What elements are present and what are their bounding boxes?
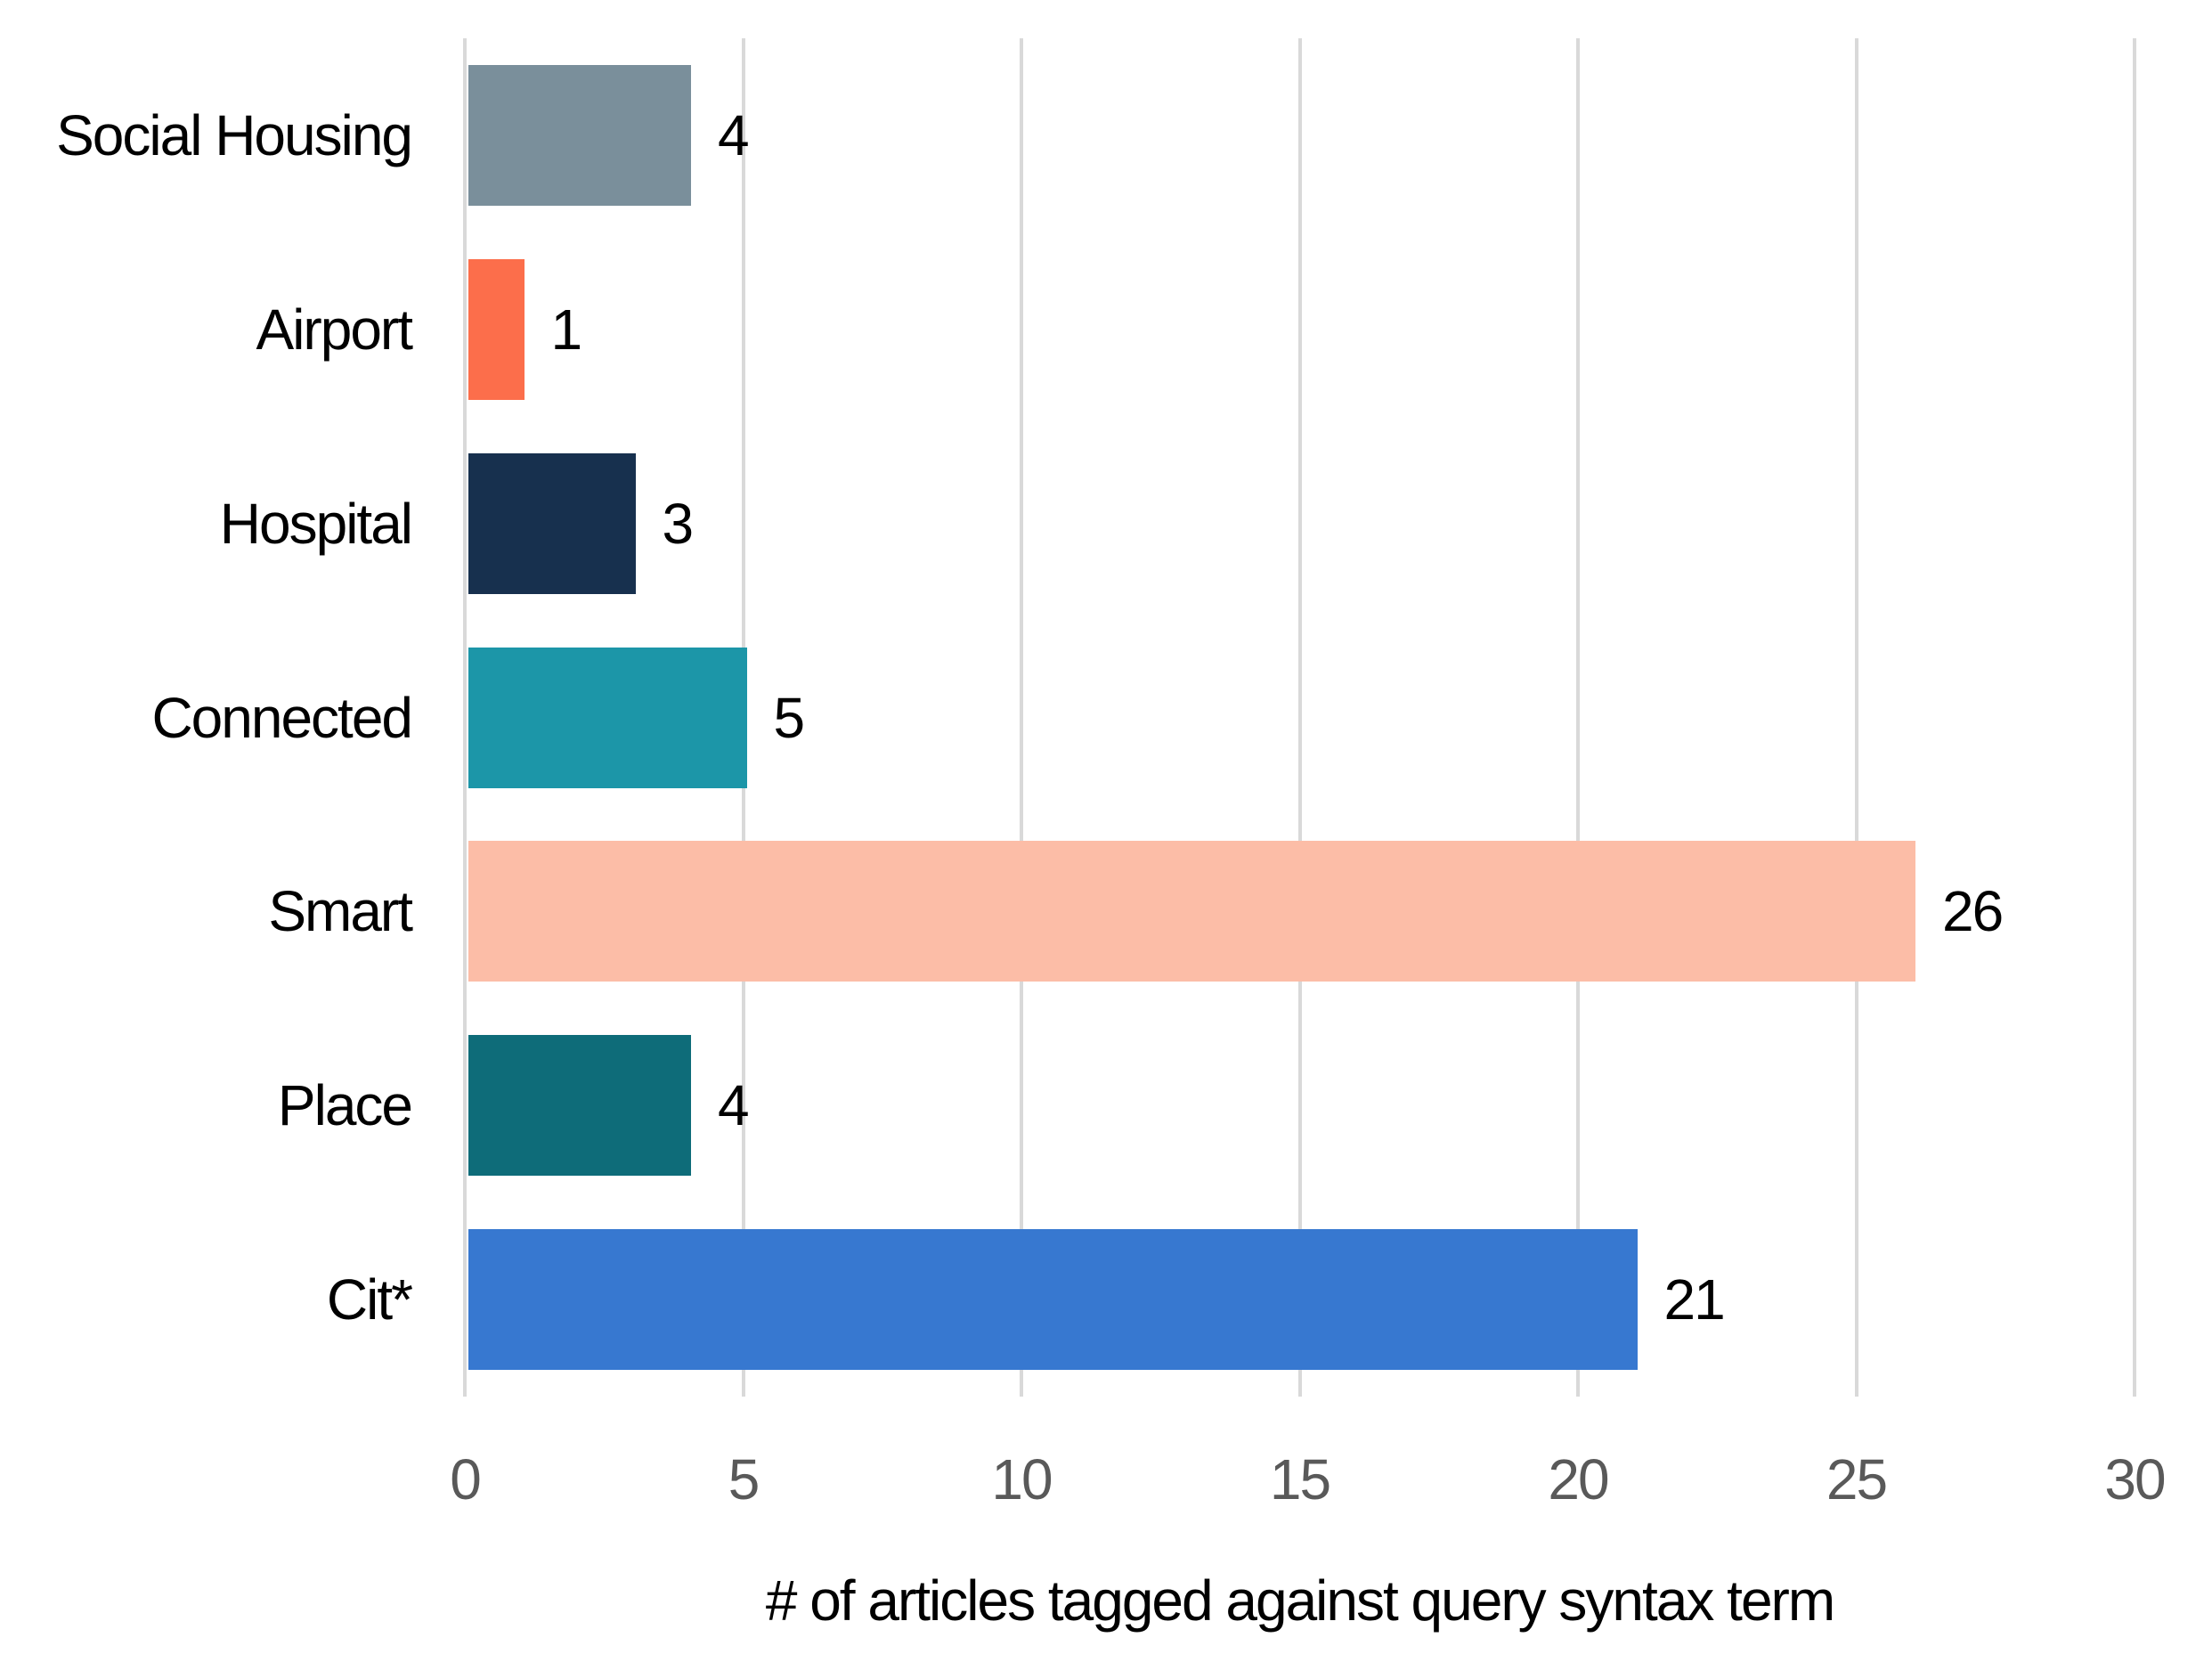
- bar-hospital: [468, 452, 636, 594]
- x-tick-label: 30: [2104, 1447, 2166, 1511]
- value-label: 1: [550, 297, 583, 362]
- x-tick-label: 20: [1548, 1447, 1609, 1511]
- bar-smart: [468, 841, 1915, 982]
- value-label: 4: [718, 102, 750, 167]
- x-tick-label: 0: [450, 1447, 482, 1511]
- plot-area: 4 1 3 5 26 4 21: [463, 38, 2136, 1397]
- bar-airport: [468, 258, 525, 400]
- bar-connected: [468, 647, 747, 788]
- x-tick-label: 10: [991, 1447, 1053, 1511]
- gridline: [1297, 38, 1302, 1397]
- x-tick-label: 5: [728, 1447, 760, 1511]
- category-label: Place: [277, 1073, 413, 1138]
- x-tick-label: 15: [1269, 1447, 1331, 1511]
- category-label: Hospital: [219, 491, 413, 556]
- value-label: 21: [1663, 1267, 1726, 1332]
- gridline: [2133, 38, 2136, 1397]
- category-label: Smart: [268, 879, 413, 944]
- bar-place: [468, 1035, 691, 1177]
- value-label: 4: [718, 1073, 750, 1138]
- value-label: 5: [773, 685, 806, 750]
- value-label: 26: [1942, 879, 2004, 944]
- category-label: Connected: [151, 685, 413, 750]
- x-axis-title: # of articles tagged against query synta…: [765, 1568, 1835, 1633]
- bar-cit: [468, 1229, 1638, 1371]
- category-label: Cit*: [326, 1267, 413, 1332]
- bar-social-housing: [468, 64, 691, 206]
- gridline: [1020, 38, 1023, 1397]
- category-label: Social Housing: [56, 102, 413, 167]
- x-tick-label: 25: [1826, 1447, 1888, 1511]
- category-label: Airport: [256, 297, 414, 362]
- gridline: [1854, 38, 1858, 1397]
- gridline: [463, 38, 467, 1397]
- value-label: 3: [662, 491, 695, 556]
- gridline: [1576, 38, 1580, 1397]
